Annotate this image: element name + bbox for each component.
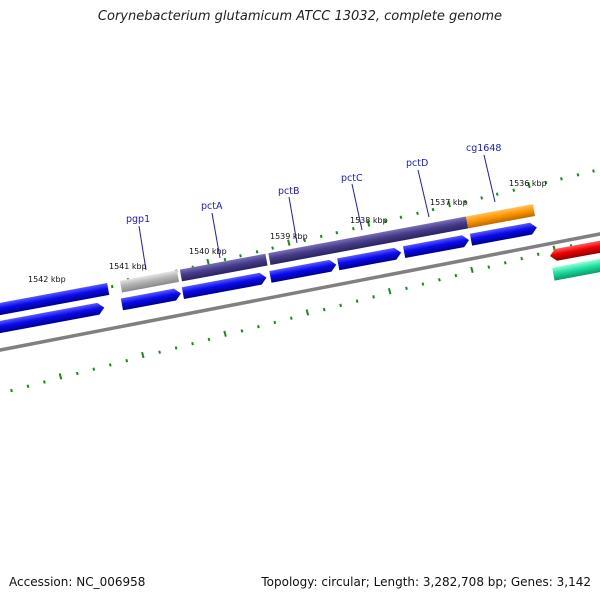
gene-label-pctd[interactable]: pctD	[406, 158, 428, 169]
gene-label-pctc[interactable]: pctC	[341, 173, 363, 184]
scale-label: 1540 kbp	[189, 247, 227, 256]
scale-label: 1541 kbp	[109, 262, 147, 271]
scale-label: 1536 kbp	[509, 179, 547, 188]
cds-arrow[interactable]	[120, 288, 182, 311]
scale-label: 1542 kbp	[28, 275, 66, 284]
cds-arrow[interactable]	[469, 222, 538, 246]
gene-label-pgp1[interactable]: pgp1	[126, 214, 150, 225]
gene-feature[interactable]	[0, 283, 110, 317]
cds-arrow[interactable]	[269, 259, 337, 283]
gene-labels: pgp1 pctA pctB pctC pctD cg1648	[126, 143, 501, 225]
genome-backbone	[0, 232, 600, 352]
cds-arrow[interactable]	[403, 234, 470, 259]
reverse-track	[549, 239, 600, 281]
scale-label: 1538 kbp	[350, 216, 388, 225]
gene-label-pctb[interactable]: pctB	[278, 186, 300, 197]
reverse-feature-teal[interactable]	[552, 256, 600, 281]
scale-label: 1537 kbp	[430, 198, 468, 207]
feature-track	[0, 204, 536, 317]
gene-label-pcta[interactable]: pctA	[201, 201, 223, 212]
accession-text: Accession: NC_006958	[9, 575, 146, 589]
gene-feature-pctb[interactable]	[268, 216, 469, 265]
scale-label: 1539 kbp	[270, 232, 308, 241]
gene-feature-cg1648[interactable]	[465, 204, 536, 229]
tick-ring-lower	[10, 244, 573, 393]
gene-feature-pcta[interactable]	[179, 253, 268, 282]
map-title: Corynebacterium glutamicum ATCC 13032, c…	[97, 9, 503, 24]
cds-track	[0, 222, 538, 335]
gene-feature-pgp1[interactable]	[119, 270, 180, 293]
topology-text: Topology: circular; Length: 3,282,708 bp…	[261, 575, 591, 589]
scale-labels: 1542 kbp 1541 kbp 1540 kbp 1539 kbp 1538…	[28, 179, 547, 284]
cds-arrow[interactable]	[337, 247, 402, 271]
cds-arrow[interactable]	[181, 272, 268, 300]
gene-pointers	[138, 154, 496, 271]
reverse-feature-red[interactable]	[549, 239, 600, 262]
gene-label-cg1648[interactable]: cg1648	[466, 143, 501, 154]
cds-arrow[interactable]	[0, 302, 105, 335]
